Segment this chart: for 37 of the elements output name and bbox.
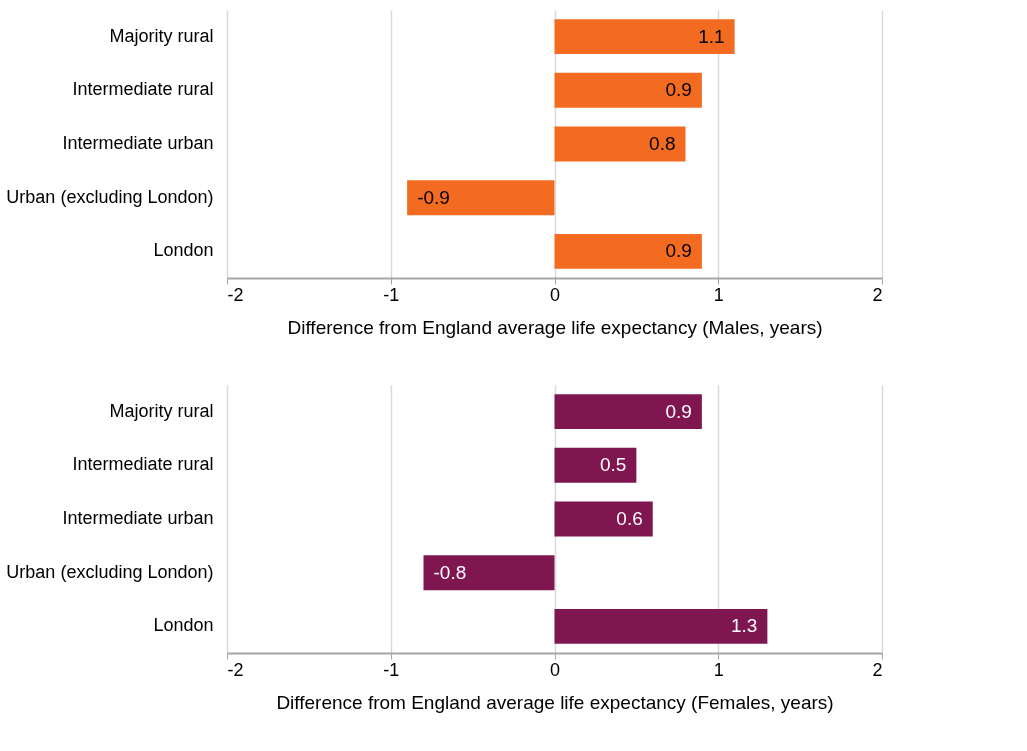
bar (554, 233, 702, 269)
data-label: -0.8 (433, 561, 467, 583)
data-label: 1.1 (698, 25, 725, 47)
x-axis-title: Difference from England average life expectancy (Females, years) (276, 691, 834, 713)
x-tick-label: -1 (383, 659, 400, 680)
data-label: 0.9 (665, 400, 692, 422)
y-tick-label: Urban (excluding London) (6, 186, 214, 207)
bar (407, 180, 555, 216)
data-label: 0.8 (649, 133, 676, 154)
x-tick-label: -1 (383, 284, 400, 305)
x-axis-title: Difference from England average life expectancy (Males, years) (287, 316, 823, 338)
y-tick-label: Intermediate rural (72, 454, 214, 475)
data-label: 0.5 (599, 454, 627, 476)
data-label: 0.9 (665, 240, 692, 262)
x-tick-label: 2 (872, 284, 883, 305)
data-label: -0.9 (417, 186, 450, 208)
x-tick-label: 1 (713, 659, 724, 680)
data-label: 0.9 (665, 79, 692, 101)
x-tick-label: -2 (227, 659, 244, 680)
y-tick-label: Urban (excluding London) (6, 561, 214, 582)
y-tick-label: London (153, 240, 214, 261)
data-label: 1.3 (730, 615, 758, 637)
data-label: 0.6 (616, 508, 643, 529)
x-tick-label: 0 (549, 659, 561, 680)
x-tick-label: 2 (872, 659, 883, 680)
bar (554, 72, 702, 108)
x-tick-label: -2 (227, 284, 244, 305)
y-tick-label: Intermediate rural (72, 79, 214, 100)
y-tick-label: Intermediate urban (62, 133, 214, 153)
bar (554, 126, 686, 162)
y-tick-label: London (153, 615, 214, 636)
x-tick-label: 0 (549, 284, 561, 305)
y-tick-label: Majority rural (109, 25, 214, 46)
y-tick-label: Majority rural (109, 400, 214, 421)
y-tick-label: Intermediate urban (62, 508, 214, 528)
bar (554, 19, 735, 55)
x-tick-label: 1 (713, 284, 724, 305)
